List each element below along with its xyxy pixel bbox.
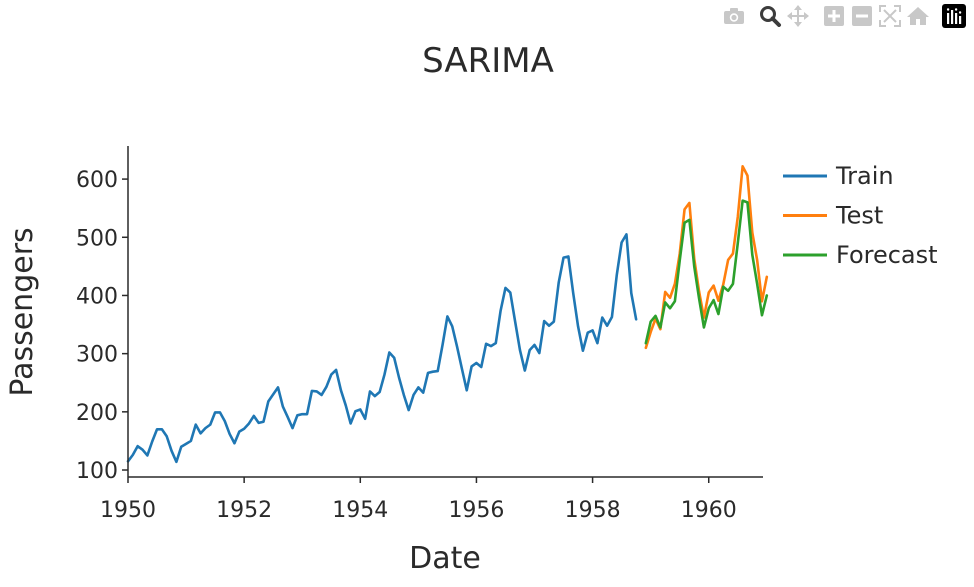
chart-title: SARIMA	[422, 41, 554, 81]
legend: Train Test Forecast	[783, 162, 938, 269]
zoom-in-button[interactable]	[820, 4, 848, 28]
y-tick-label: 100	[76, 459, 118, 484]
y-tick-label: 300	[76, 343, 118, 368]
home-button[interactable]	[904, 4, 932, 28]
plotly-logo-icon	[942, 4, 966, 28]
x-tick-label: 1960	[681, 498, 737, 523]
camera-button[interactable]	[720, 4, 748, 28]
y-tick-label: 400	[76, 284, 118, 309]
zoom-out-button[interactable]	[848, 4, 876, 28]
zoom-out-icon	[852, 6, 872, 26]
x-axis: 1950 1952 1954 1956 1958 1960	[100, 476, 763, 523]
y-axis-title: Passengers	[5, 227, 40, 396]
plot-area	[126, 164, 769, 464]
x-axis-title: Date	[409, 541, 481, 576]
x-tick-label: 1958	[565, 498, 621, 523]
series-line-test	[644, 164, 769, 350]
camera-icon	[724, 8, 744, 24]
legend-label-train: Train	[835, 162, 894, 190]
home-icon	[907, 7, 929, 25]
legend-label-test: Test	[835, 202, 883, 230]
y-tick-label: 200	[76, 401, 118, 426]
pan-button[interactable]	[784, 4, 812, 28]
plotly-logo-button[interactable]	[940, 4, 968, 28]
x-tick-label: 1956	[448, 498, 504, 523]
y-tick-label: 600	[76, 168, 118, 193]
pan-icon	[787, 5, 809, 27]
y-axis: 100 200 300 400 500 600	[76, 146, 129, 484]
x-tick-label: 1954	[332, 498, 388, 523]
series-line-train	[126, 233, 638, 464]
zoom-in-icon	[824, 6, 844, 26]
x-tick-label: 1950	[100, 498, 156, 523]
zoom-icon	[760, 6, 781, 27]
legend-label-forecast: Forecast	[836, 241, 938, 269]
modebar	[720, 4, 968, 28]
series-line-forecast	[644, 199, 769, 345]
autoscale-icon	[879, 5, 901, 27]
x-tick-label: 1952	[216, 498, 272, 523]
autoscale-button[interactable]	[876, 4, 904, 28]
zoom-button[interactable]	[756, 4, 784, 28]
y-tick-label: 500	[76, 226, 118, 251]
